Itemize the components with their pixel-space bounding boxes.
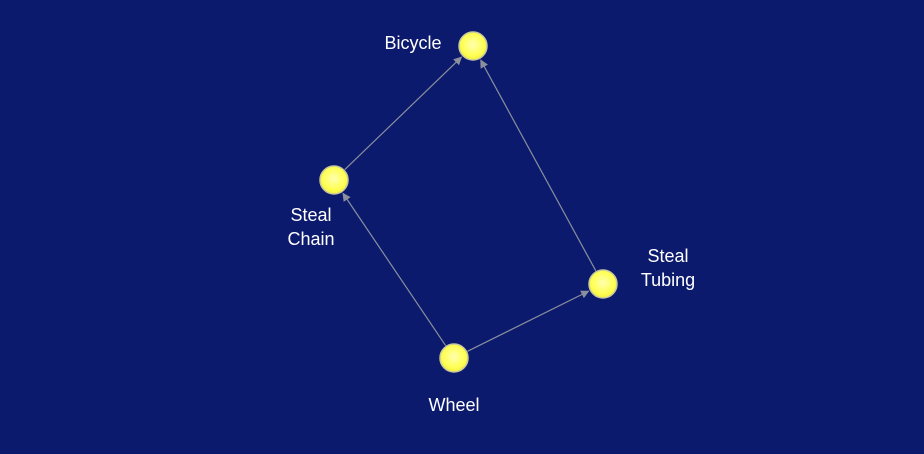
node-label-steal-tubing: Steal Tubing <box>641 246 695 290</box>
edge-wheel-to-steal-chain <box>342 192 447 346</box>
node-label-line: Bicycle <box>384 33 441 53</box>
edge-steal-chain-to-bicycle <box>344 56 463 171</box>
node-label-line: Steal <box>290 205 331 225</box>
node-label-line: Steal <box>647 246 688 266</box>
node-label-steal-chain: Steal Chain <box>287 205 334 249</box>
node-steal-chain[interactable]: Steal Chain <box>287 165 349 249</box>
node-circle-wheel[interactable] <box>439 343 469 373</box>
node-wheel[interactable]: Wheel <box>428 343 480 415</box>
node-label-wheel: Wheel <box>428 395 479 415</box>
node-bicycle[interactable]: Bicycle <box>384 31 488 61</box>
edges <box>342 56 597 352</box>
edge-wheel-to-steal-tubing <box>467 290 590 352</box>
node-label-line: Chain <box>287 229 334 249</box>
node-circle-steal-tubing[interactable] <box>588 269 618 299</box>
node-label-bicycle: Bicycle <box>384 33 441 53</box>
edge-steal-tubing-to-bicycle <box>480 59 597 272</box>
node-label-line: Wheel <box>428 395 479 415</box>
node-circle-bicycle[interactable] <box>458 31 488 61</box>
nodes: Bicycle Steal Chain Steal Tubing Wheel <box>287 31 695 415</box>
node-steal-tubing[interactable]: Steal Tubing <box>588 246 695 299</box>
node-label-line: Tubing <box>641 270 695 290</box>
node-circle-steal-chain[interactable] <box>319 165 349 195</box>
